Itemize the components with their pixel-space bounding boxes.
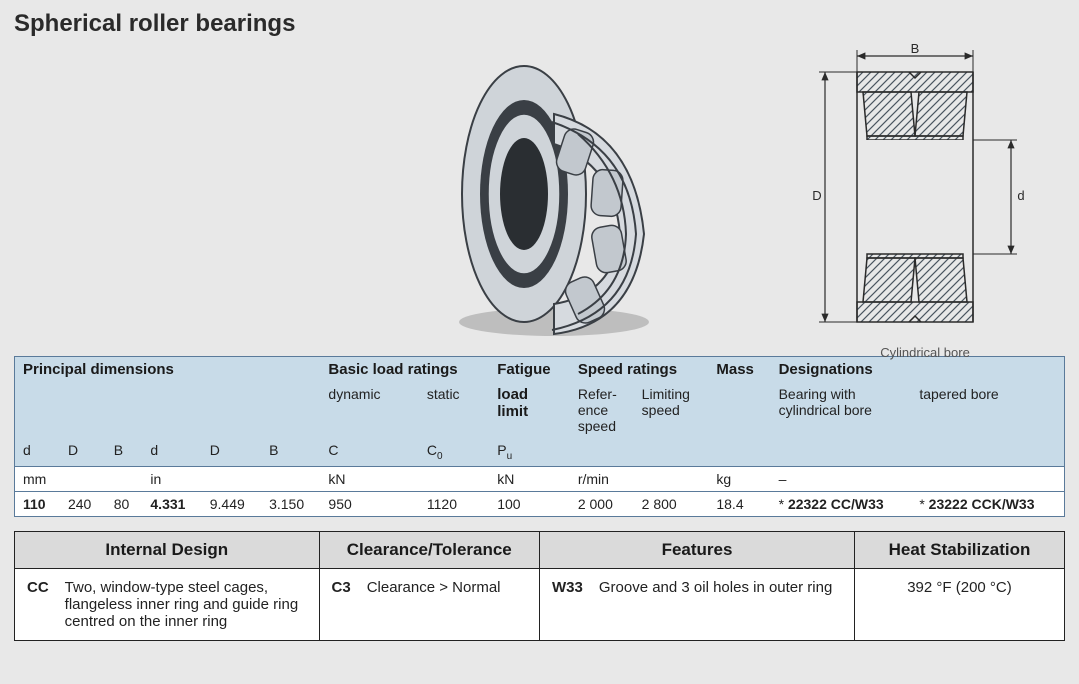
sec-hdr-heat: Heat Stabilization [855, 531, 1065, 568]
sym-D: D [60, 438, 106, 466]
sym-D2: D [202, 438, 261, 466]
hero-area: B D d [14, 44, 1065, 352]
cell-d-in: 4.331 [142, 491, 201, 516]
dim-D-label: D [812, 188, 821, 203]
tech-drawing-caption: Cylindrical bore [795, 345, 1055, 360]
unit-mm: mm [15, 466, 143, 491]
sec-hdr-features: Features [540, 531, 855, 568]
features-code: W33 [552, 579, 591, 596]
hdr-speed: Speed ratings [578, 361, 677, 378]
sym-C0: C0 [419, 438, 489, 466]
sec-hdr-internal: Internal Design [15, 531, 320, 568]
cell-B-in: 3.150 [261, 491, 320, 516]
cell-desig-tap: * 23222 CCK/W33 [911, 491, 1064, 516]
hdr-mass: Mass [716, 361, 754, 378]
cell-desig-cyl: * 22322 CC/W33 [771, 491, 912, 516]
cell-B-mm: 80 [106, 491, 143, 516]
technical-drawing: B D d [795, 44, 1055, 360]
hdr-principal: Principal dimensions [23, 361, 174, 378]
hdr-bearing-cyl: Bearing withcylindrical bore [771, 382, 912, 438]
cell-Pu: 100 [489, 491, 570, 516]
clearance-code: C3 [332, 579, 359, 596]
sym-B: B [106, 438, 143, 466]
dim-b-label: B [911, 44, 920, 56]
cell-mass: 18.4 [708, 491, 770, 516]
sym-C: C [320, 438, 418, 466]
hdr-lim-speed: Limitingspeed [634, 382, 709, 438]
unit-dash: – [771, 466, 1065, 491]
secondary-table: Internal Design Clearance/Tolerance Feat… [14, 531, 1065, 641]
cell-d-mm: 110 [15, 491, 60, 516]
hdr-static: static [419, 382, 489, 438]
hdr-basic-load: Basic load ratings [328, 361, 457, 378]
sym-d2: d [142, 438, 201, 466]
hdr-designations: Designations [779, 361, 873, 378]
hdr-ref-speed: Refer-encespeed [570, 382, 634, 438]
cell-D-mm: 240 [60, 491, 106, 516]
unit-in: in [142, 466, 320, 491]
features-text: Groove and 3 oil holes in outer ring [599, 579, 832, 596]
dim-d-label: d [1017, 188, 1024, 203]
cell-C: 950 [320, 491, 418, 516]
heat-text: 392 °F (200 °C) [855, 568, 1065, 640]
hdr-fatigue: Fatigue [497, 361, 550, 378]
table-row: CC Two, window-type steel cages, flangel… [15, 568, 1065, 640]
unit-kg: kg [708, 466, 770, 491]
cell-C0: 1120 [419, 491, 489, 516]
internal-text: Two, window-type steel cages, flangeless… [65, 579, 307, 630]
sym-d: d [15, 438, 60, 466]
cell-ref: 2 000 [570, 491, 634, 516]
unit-rmin: r/min [570, 466, 709, 491]
sym-Pu: Pu [489, 438, 570, 466]
internal-code: CC [27, 579, 57, 596]
sym-B2: B [261, 438, 320, 466]
cell-lim: 2 800 [634, 491, 709, 516]
bearing-3d-illustration [414, 44, 694, 344]
page-title: Spherical roller bearings [14, 10, 1065, 38]
unit-kN2: kN [489, 466, 570, 491]
sec-hdr-clearance: Clearance/Tolerance [319, 531, 540, 568]
cell-D-in: 9.449 [202, 491, 261, 516]
hdr-tapered: tapered bore [911, 382, 1064, 438]
table-row: 110 240 80 4.331 9.449 3.150 950 1120 10… [15, 491, 1065, 516]
spec-table: Principal dimensions Basic load ratings … [14, 356, 1065, 517]
unit-kN1: kN [320, 466, 489, 491]
hdr-dynamic: dynamic [320, 382, 418, 438]
clearance-text: Clearance > Normal [367, 579, 501, 596]
